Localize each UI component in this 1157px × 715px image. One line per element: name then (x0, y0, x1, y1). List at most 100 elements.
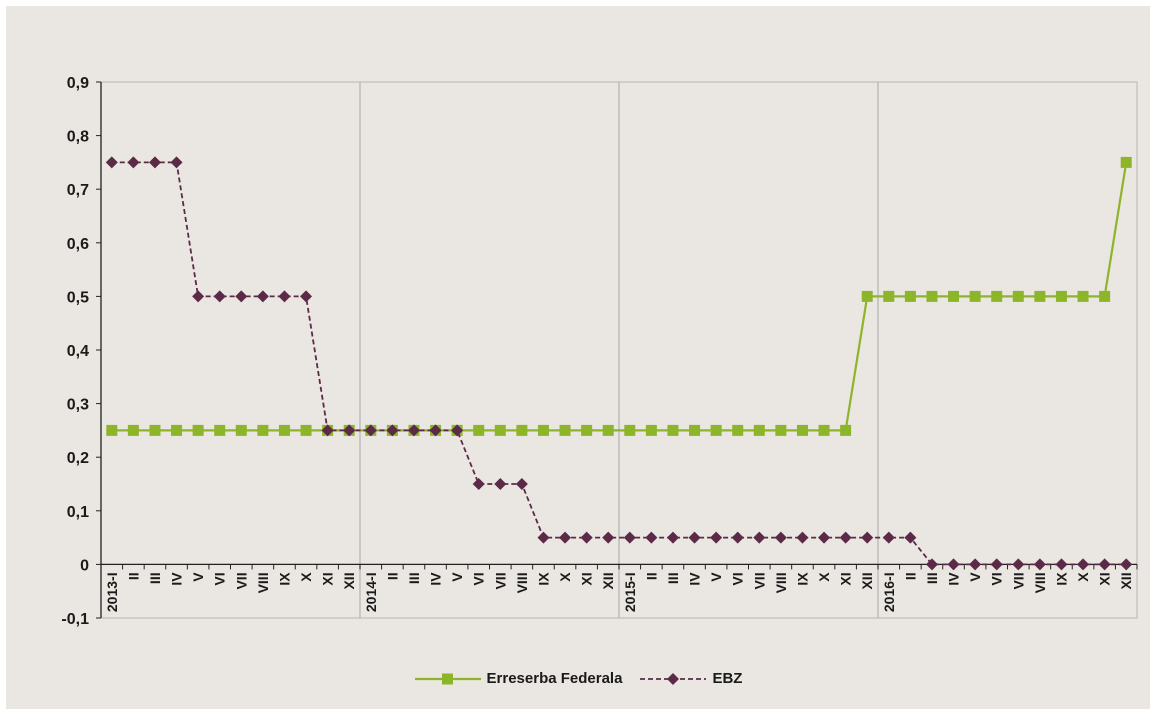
x-tick-label: II (384, 572, 400, 580)
y-tick-label: 0,5 (67, 289, 89, 306)
data-point-diamond (818, 531, 831, 544)
data-point-diamond (753, 531, 766, 544)
series-layer (105, 156, 1133, 571)
data-point-diamond (343, 424, 356, 437)
data-point-diamond (774, 531, 787, 544)
data-point-square (494, 424, 506, 436)
data-point-diamond (839, 531, 852, 544)
data-point-square (753, 424, 765, 436)
legend-swatch-diamond-icon (640, 672, 707, 685)
x-tick-label: XI (579, 572, 595, 585)
data-point-diamond (1012, 558, 1025, 571)
data-point-square (1034, 290, 1046, 302)
y-tick-label: 0,9 (67, 75, 89, 92)
x-tick-label: II (643, 572, 659, 580)
data-point-square (883, 290, 895, 302)
data-point-diamond (429, 424, 442, 437)
data-point-diamond (127, 156, 140, 169)
data-point-square (1055, 290, 1067, 302)
data-point-diamond (235, 290, 248, 303)
data-point-square (581, 424, 593, 436)
data-point-square (257, 424, 269, 436)
x-tick-label: IX (535, 572, 551, 586)
data-point-diamond (256, 290, 269, 303)
data-point-diamond (321, 424, 334, 437)
x-tick-label: XII (600, 572, 616, 589)
data-point-square (516, 424, 528, 436)
x-tick-label: X (816, 572, 832, 582)
data-point-diamond (192, 290, 205, 303)
data-point-diamond (990, 558, 1003, 571)
data-point-square (991, 290, 1003, 302)
data-point-diamond (1055, 558, 1068, 571)
x-tick-label: II (902, 572, 918, 580)
data-point-square (667, 424, 679, 436)
data-point-square (861, 290, 873, 302)
x-tick-label: IV (946, 572, 962, 586)
data-point-diamond (515, 478, 528, 490)
x-tick-label: VI (730, 572, 746, 585)
data-point-square (537, 424, 549, 436)
data-point-diamond (1077, 558, 1090, 571)
x-tick-label: VIII (514, 572, 530, 593)
data-point-square (214, 424, 226, 436)
x-tick-labels: 2013-I II III IV V VI VII VIII IX X XI XII 2014-I II I… (104, 572, 1134, 612)
data-point-square (300, 424, 312, 436)
data-point-diamond (602, 531, 615, 544)
data-point-diamond (278, 290, 291, 303)
legend-swatch-square-icon (414, 673, 481, 684)
x-tick-label: XII (341, 572, 357, 589)
data-point-diamond (105, 156, 118, 169)
data-point-square (602, 424, 614, 436)
data-point-square (840, 424, 852, 436)
x-tick-label: XI (320, 572, 336, 585)
x-tick-label: XI (838, 572, 854, 585)
data-point-square (1120, 156, 1132, 168)
x-tick-label: 2013-I (104, 572, 120, 612)
x-tick-label: VI (471, 572, 487, 585)
data-point-diamond (559, 531, 572, 544)
data-point-diamond (1120, 558, 1133, 571)
legend-label: Erreserba Federala (486, 670, 623, 687)
data-point-square (1077, 290, 1089, 302)
data-point-square (732, 424, 744, 436)
data-point-square (926, 290, 938, 302)
x-tick-label: X (557, 572, 573, 582)
data-point-square (689, 424, 701, 436)
data-point-diamond (925, 558, 938, 571)
y-tick-label: 0,4 (67, 343, 89, 360)
data-point-square (645, 424, 657, 436)
data-point-diamond (537, 531, 550, 544)
x-tick-label: X (298, 572, 314, 582)
x-tick-label: III (147, 572, 163, 584)
x-tick-label: VII (1010, 572, 1026, 589)
legend-label: EBZ (712, 670, 743, 687)
x-tick-label: XII (1118, 572, 1134, 589)
x-tick-label: 2014-I (363, 572, 379, 612)
x-tick-label: VI (212, 572, 228, 585)
grid-layer (359, 82, 879, 618)
data-point-square (796, 424, 808, 436)
y-tick-label: 0,3 (67, 397, 89, 414)
x-tick-label: 2016-I (881, 572, 897, 612)
x-tick-label: IX (794, 572, 810, 586)
x-tick-label: IV (428, 572, 444, 586)
data-point-square (171, 424, 183, 436)
x-tick-label: VII (751, 572, 767, 589)
data-point-square (1099, 290, 1111, 302)
data-point-diamond (645, 531, 658, 544)
data-point-square (473, 424, 485, 436)
x-tick-label: V (449, 572, 465, 582)
x-tick-label: V (967, 572, 983, 582)
data-point-square (278, 424, 290, 436)
data-point-diamond (364, 424, 377, 437)
data-point-square (624, 424, 636, 436)
x-tick-label: X (1075, 572, 1091, 582)
x-tick-label: IX (1053, 572, 1069, 586)
data-point-square (818, 424, 830, 436)
x-tick-label: II (125, 572, 141, 580)
data-point-diamond (407, 424, 420, 437)
data-point-square (559, 424, 571, 436)
data-point-square (1012, 290, 1024, 302)
series-1 (105, 156, 1133, 571)
